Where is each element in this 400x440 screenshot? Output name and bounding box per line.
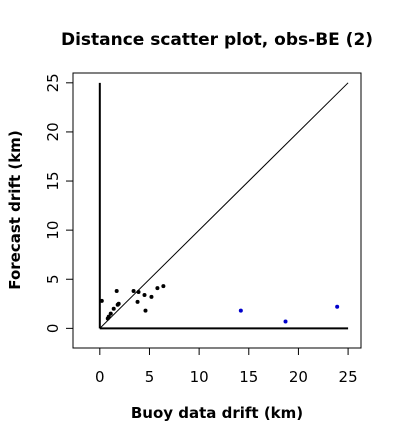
data-point-series-1 xyxy=(131,289,136,294)
plot-frame xyxy=(72,72,362,349)
x-tick-label: 10 xyxy=(190,368,209,386)
y-tick-label: 25 xyxy=(44,73,62,92)
data-point-series-1 xyxy=(142,292,147,297)
data-point-series-1 xyxy=(111,306,116,311)
data-point-series-1 xyxy=(114,289,119,294)
data-point-series-2 xyxy=(335,304,340,309)
y-axis: 0 5 10 15 20 25 xyxy=(44,73,73,333)
x-tick-label: 20 xyxy=(289,368,308,386)
y-tick-label: 5 xyxy=(44,274,62,284)
x-tick-label: 5 xyxy=(145,368,155,386)
data-point-series-1 xyxy=(99,298,104,303)
y-axis-label: Forecast drift (km) xyxy=(6,130,24,289)
x-axis-label: Buoy data drift (km) xyxy=(131,404,303,422)
y-tick-label: 20 xyxy=(44,122,62,141)
data-point-series-2 xyxy=(283,319,288,324)
y-tick-label: 10 xyxy=(44,221,62,240)
data-point-series-1 xyxy=(106,314,111,319)
data-point-series-1 xyxy=(155,286,160,291)
diagonal-reference-line xyxy=(99,82,349,329)
data-point-series-1 xyxy=(136,290,141,295)
x-tick-label: 0 xyxy=(95,368,105,386)
y-tick-label: 15 xyxy=(44,171,62,190)
data-point-series-1 xyxy=(149,294,154,299)
data-point-series-1 xyxy=(116,301,121,306)
data-point-series-1 xyxy=(135,299,140,304)
x-tick-label: 15 xyxy=(239,368,258,386)
x-axis: 0 5 10 15 20 25 xyxy=(95,348,358,386)
x-tick-label: 25 xyxy=(339,368,358,386)
reference-lines xyxy=(98,82,349,330)
data-points xyxy=(99,284,340,324)
data-point-series-1 xyxy=(161,284,166,289)
data-point-series-1 xyxy=(143,308,148,313)
data-point-series-2 xyxy=(238,308,243,313)
data-point-series-1 xyxy=(108,311,113,316)
chart-title: Distance scatter plot, obs-BE (2) xyxy=(61,30,373,50)
y-tick-label: 0 xyxy=(44,324,62,334)
